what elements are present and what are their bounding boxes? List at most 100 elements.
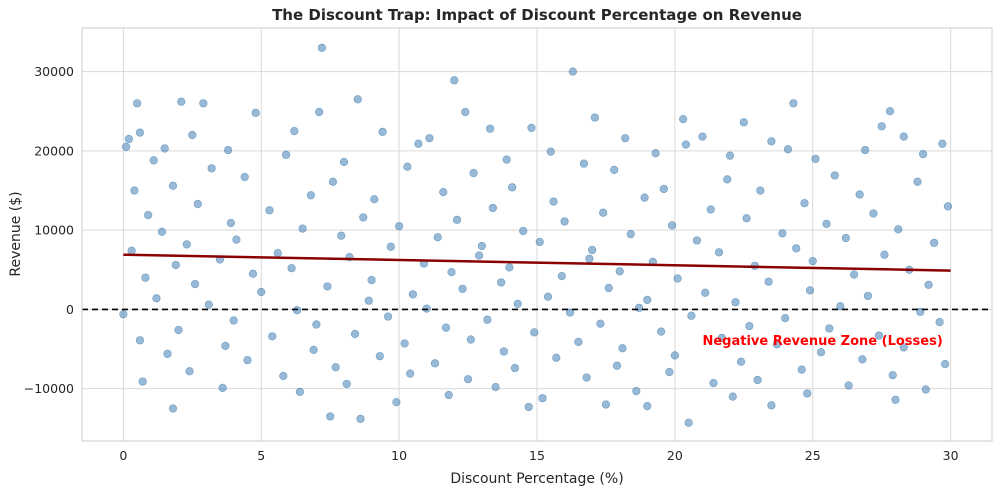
scatter-point bbox=[182, 240, 191, 249]
scatter-point bbox=[190, 279, 200, 289]
scatter-point bbox=[731, 298, 740, 307]
chart-title: The Discount Trap: Impact of Discount Pe… bbox=[272, 6, 802, 24]
scatter-point bbox=[177, 97, 186, 106]
scatter-point bbox=[483, 315, 492, 324]
x-axis-label: Discount Percentage (%) bbox=[450, 471, 623, 487]
scatter-point bbox=[888, 371, 897, 380]
scatter-point bbox=[880, 250, 889, 259]
scatter-point bbox=[585, 254, 594, 263]
scatter-point bbox=[643, 402, 652, 411]
scatter-point bbox=[265, 206, 274, 215]
scatter-point bbox=[841, 233, 850, 243]
scatter-point bbox=[742, 214, 751, 223]
scatter-point bbox=[924, 280, 933, 289]
scatter-point bbox=[257, 287, 266, 297]
scatter-point bbox=[400, 339, 409, 348]
scatter-point bbox=[135, 336, 145, 345]
scatter-point bbox=[899, 132, 908, 141]
scatter-point bbox=[579, 159, 588, 168]
scatter-point bbox=[825, 324, 834, 333]
scatter-point bbox=[317, 43, 327, 52]
scatter-point bbox=[392, 398, 401, 407]
scatter-point bbox=[193, 199, 202, 209]
scatter-point bbox=[560, 217, 569, 226]
scatter-point bbox=[604, 283, 613, 293]
scatter-point bbox=[764, 277, 773, 286]
scatter-point bbox=[268, 332, 277, 341]
scatter-point bbox=[781, 314, 790, 323]
scatter-point bbox=[538, 394, 547, 403]
y-axis-label: Revenue ($) bbox=[8, 191, 24, 276]
tick-labels: 0 5 10 15 20 25 30 −10000 0 10000 20000 30000 bbox=[24, 64, 959, 463]
scatter-point bbox=[328, 177, 338, 186]
scatter-point bbox=[218, 383, 227, 392]
scatter-point bbox=[723, 175, 732, 184]
scatter-point bbox=[298, 224, 307, 233]
scatter-point bbox=[433, 233, 442, 242]
scatter-point bbox=[491, 382, 500, 392]
scatter-point bbox=[185, 367, 194, 376]
scatter-point bbox=[668, 221, 677, 230]
scatter-point bbox=[508, 183, 517, 192]
scatter-point bbox=[430, 359, 440, 368]
scatter-point bbox=[634, 303, 644, 312]
scatter-point bbox=[281, 150, 291, 159]
scatter-point bbox=[497, 278, 506, 287]
scatter-point bbox=[725, 151, 735, 160]
scatter-point bbox=[221, 341, 230, 350]
scatter-point bbox=[797, 365, 806, 374]
scatter-point bbox=[855, 190, 864, 199]
scatter-point bbox=[783, 145, 793, 154]
scatter-point bbox=[486, 124, 495, 133]
scatter-point bbox=[248, 269, 258, 278]
negative-zone-annotation: Negative Revenue Zone (Losses) bbox=[702, 334, 942, 349]
scatter-point bbox=[130, 186, 139, 195]
scatter-point bbox=[728, 392, 737, 401]
scatter-point bbox=[588, 245, 597, 255]
plot-frame bbox=[81, 27, 993, 442]
scatter-point bbox=[463, 375, 473, 384]
scatter-point bbox=[199, 99, 208, 108]
x-tick-label: 25 bbox=[805, 448, 821, 463]
scatter-point bbox=[670, 351, 679, 360]
y-tick-label: 10000 bbox=[34, 223, 74, 238]
scatter-point bbox=[863, 291, 873, 301]
scatter-point bbox=[502, 155, 511, 164]
scatter-point bbox=[207, 164, 216, 173]
scatter-point bbox=[135, 128, 145, 137]
scatter-point bbox=[474, 251, 484, 260]
scatter-point bbox=[408, 290, 418, 299]
scatter-point bbox=[168, 181, 178, 190]
x-tick-label: 30 bbox=[943, 448, 959, 463]
scatter-point bbox=[753, 375, 762, 385]
scatter-point bbox=[692, 236, 702, 245]
scatter-point bbox=[913, 177, 922, 186]
scatter-point bbox=[461, 107, 470, 117]
scatter-point bbox=[557, 272, 566, 281]
scatter-point bbox=[621, 134, 630, 143]
scatter-point bbox=[789, 99, 798, 108]
scatter-point bbox=[243, 356, 252, 365]
scatter-point bbox=[938, 139, 947, 148]
scatter-point bbox=[684, 418, 693, 427]
scatter-point bbox=[477, 241, 486, 251]
scatter-point bbox=[204, 300, 213, 309]
scatter-point bbox=[226, 218, 236, 228]
scatter-point bbox=[599, 208, 608, 217]
scatter-point bbox=[323, 282, 332, 291]
scatter-point bbox=[877, 122, 886, 131]
scatter-point bbox=[640, 193, 649, 202]
trend-line-group bbox=[123, 253, 951, 272]
scatter-point bbox=[921, 385, 930, 394]
scatter-point bbox=[767, 401, 776, 410]
scatter-point bbox=[681, 140, 691, 149]
scatter-point bbox=[899, 343, 908, 352]
scatter-point bbox=[439, 187, 448, 197]
scatter-point bbox=[370, 195, 379, 204]
scatter-point bbox=[632, 386, 641, 396]
scatter-point bbox=[513, 299, 522, 308]
scatter-point bbox=[119, 310, 128, 319]
scatter-point bbox=[168, 404, 178, 413]
scatter-point bbox=[141, 273, 150, 282]
